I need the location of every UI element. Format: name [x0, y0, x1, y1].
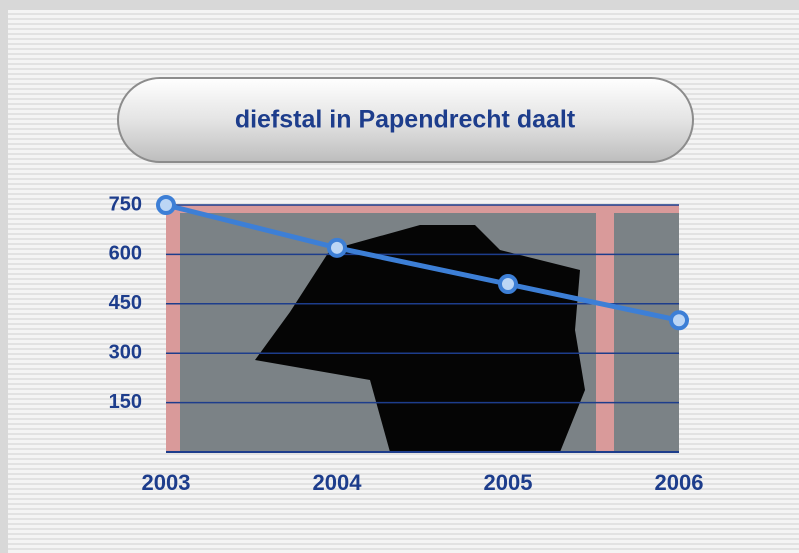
chart-title: diefstal in Papendrecht daalt — [235, 106, 576, 134]
y-tick-label: 450 — [109, 292, 142, 314]
point — [158, 197, 174, 213]
y-tick-label: 300 — [109, 341, 142, 363]
photo — [166, 205, 679, 452]
page: diefstal in Papendrecht daalt 150 300 450 6… — [0, 0, 799, 553]
point — [671, 312, 687, 328]
point — [500, 276, 516, 292]
chart: diefstal in Papendrecht daalt 150 300 450 6… — [0, 0, 799, 553]
point — [329, 240, 345, 256]
x-tick-label: 2005 — [484, 470, 533, 495]
y-tick-label: 150 — [109, 391, 142, 413]
x-tick-label: 2006 — [655, 470, 704, 495]
x-tick-label: 2003 — [142, 470, 191, 495]
y-tick-label: 600 — [109, 243, 142, 265]
x-tick-label: 2004 — [313, 470, 363, 495]
y-tick-label: 750 — [109, 193, 142, 215]
